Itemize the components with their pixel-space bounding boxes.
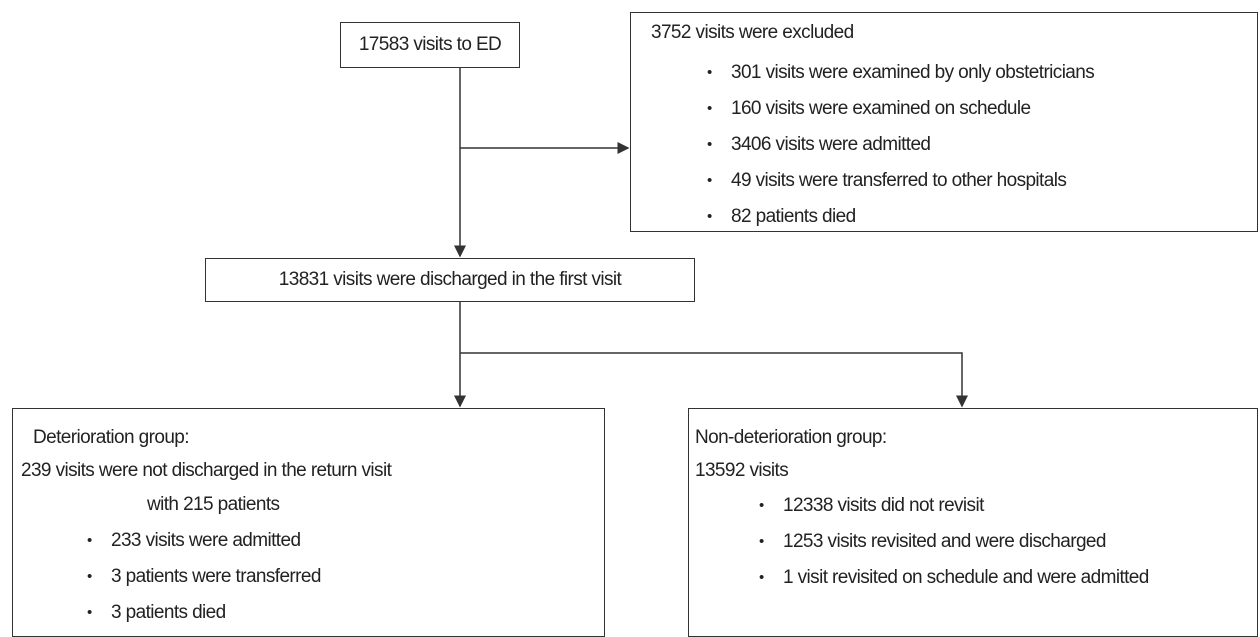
discharged-label: 13831 visits were discharged in the firs… [278, 269, 622, 290]
list-item: 160 visits were examined on schedule [707, 91, 1094, 127]
arrow [460, 352, 968, 408]
excluded-title: 3752 visits were excluded [651, 22, 854, 43]
list-item: 49 visits were transferred to other hosp… [707, 163, 1094, 199]
deterioration-box: Deterioration group: 239 visits were not… [12, 408, 605, 637]
group-line: with 215 patients [147, 494, 280, 515]
non-deterioration-box: Non-deterioration group: 13592 visits 12… [688, 408, 1258, 637]
group-line: 239 visits were not discharged in the re… [21, 460, 392, 481]
list-item: 233 visits were admitted [87, 523, 321, 559]
list-item: 1 visit revisited on schedule and were a… [759, 560, 1229, 596]
list-item: 1253 visits revisited and were discharge… [759, 524, 1229, 560]
group-line: 13592 visits [695, 460, 789, 481]
list-item: 3 patients died [87, 595, 321, 631]
group-list: 12338 visits did not revisit1253 visits … [759, 488, 1229, 596]
start-box: 17583 visits to ED [340, 22, 520, 68]
list-item: 12338 visits did not revisit [759, 488, 1229, 524]
group-title: Non-deterioration group: [695, 427, 887, 448]
discharged-box: 13831 visits were discharged in the firs… [205, 258, 695, 302]
excluded-list: 301 visits were examined by only obstetr… [707, 55, 1095, 235]
start-label: 17583 visits to ED [358, 34, 502, 55]
list-item: 3 patients were transferred [87, 559, 321, 595]
list-item: 3406 visits were admitted [707, 127, 1094, 163]
excluded-box: 3752 visits were excluded 301 visits wer… [630, 12, 1258, 235]
group-list: 233 visits were admitted3 patients were … [87, 523, 321, 631]
list-item: 301 visits were examined by only obstetr… [707, 55, 1095, 91]
list-item: 82 patients died [707, 199, 1094, 235]
group-title: Deterioration group: [33, 427, 190, 448]
